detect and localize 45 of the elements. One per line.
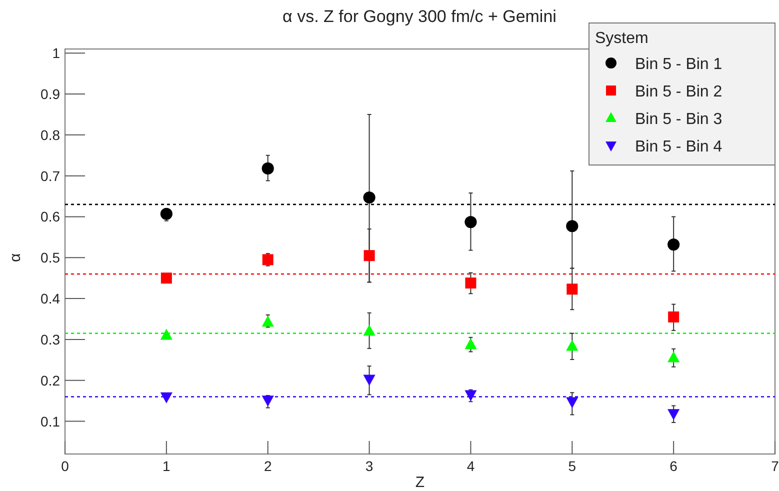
y-tick-label: 1 xyxy=(52,45,60,62)
y-tick-label: 0.4 xyxy=(40,290,60,307)
chart-title: α vs. Z for Gogny 300 fm/c + Gemini xyxy=(282,7,556,26)
y-tick-label: 0.9 xyxy=(40,86,60,102)
point xyxy=(262,254,274,266)
point xyxy=(668,311,680,322)
y-tick-label: 0.1 xyxy=(40,413,60,430)
x-tick-label: 4 xyxy=(466,458,475,474)
point xyxy=(668,238,680,251)
point xyxy=(566,397,578,408)
legend-label: Bin 5 - Bin 3 xyxy=(635,111,722,128)
point xyxy=(160,208,172,220)
point xyxy=(262,396,274,407)
point xyxy=(464,216,477,228)
x-tick-label: 0 xyxy=(61,458,70,474)
y-tick-label: 0.6 xyxy=(40,208,60,225)
legend-label: Bin 5 - Bin 2 xyxy=(635,84,722,100)
point xyxy=(363,191,376,204)
point xyxy=(566,284,578,295)
legend-label: Bin 5 - Bin 1 xyxy=(635,56,722,73)
point xyxy=(262,162,274,175)
x-axis-title: Z xyxy=(415,474,425,491)
point xyxy=(160,272,172,284)
y-tick-label: 0.5 xyxy=(40,250,60,266)
x-tick-label: 2 xyxy=(264,458,272,474)
y-tick-label: 0.8 xyxy=(40,126,60,143)
x-tick-label: 6 xyxy=(670,458,678,474)
point xyxy=(364,250,375,262)
point xyxy=(464,390,477,402)
point xyxy=(363,374,376,386)
y-tick-label: 0.2 xyxy=(40,372,60,388)
legend-label: Bin 5 - Bin 4 xyxy=(635,138,722,156)
point xyxy=(566,220,578,232)
x-tick-label: 7 xyxy=(771,458,779,474)
point xyxy=(160,392,172,404)
x-tick-label: 5 xyxy=(568,458,576,474)
y-axis-title: α xyxy=(7,252,24,262)
x-tick-label: 3 xyxy=(365,458,374,474)
point xyxy=(262,316,274,327)
point xyxy=(668,409,680,420)
point xyxy=(465,278,476,288)
y-tick-label: 0.3 xyxy=(40,331,60,348)
x-tick-label: 1 xyxy=(162,458,171,474)
legend-title: System xyxy=(595,30,648,47)
y-tick-label: 0.7 xyxy=(40,168,60,184)
